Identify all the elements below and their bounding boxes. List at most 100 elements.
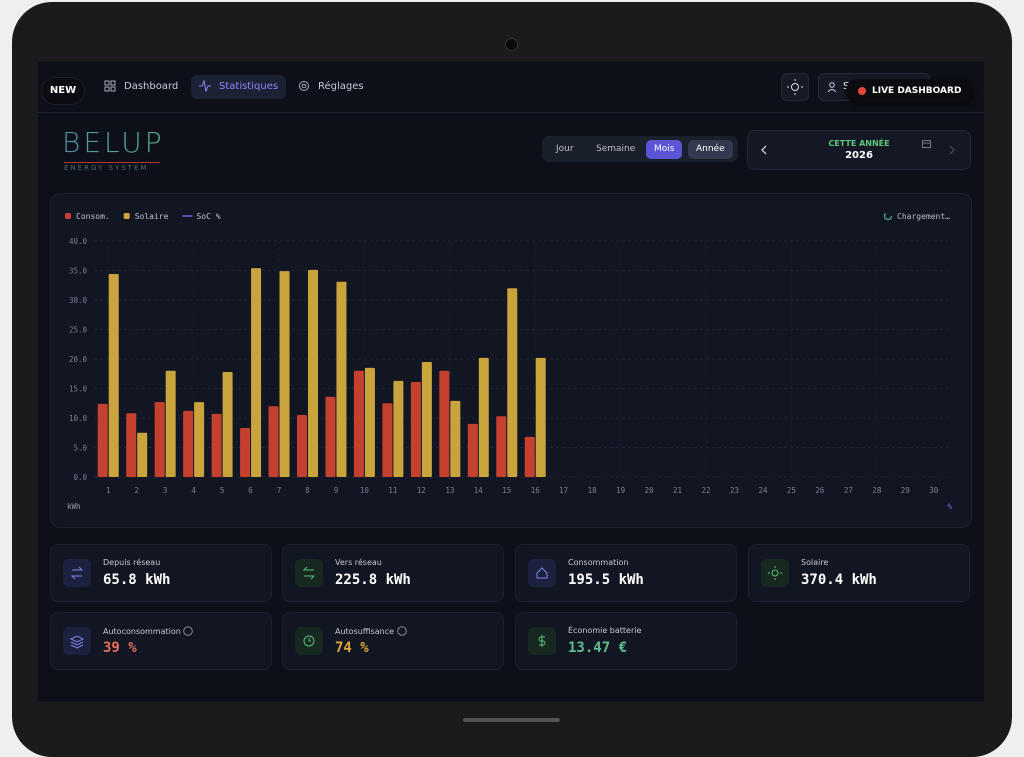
nav-tab[interactable]: Dashboard	[96, 75, 186, 99]
screen: NEW Dashboard Statistiques Réglages S LI…	[38, 62, 984, 702]
bar	[421, 361, 432, 477]
x-tick-label: 9	[334, 486, 339, 495]
bar	[410, 382, 421, 477]
calendar-icon[interactable]	[922, 139, 931, 148]
x-tick-label: 11	[388, 486, 397, 495]
x-tick-label: 13	[445, 486, 454, 495]
next-arrow[interactable]	[948, 145, 956, 155]
x-tick-label: 23	[730, 486, 739, 495]
stat-card: Depuis réseau 65.8 kWh	[50, 544, 272, 602]
logo-tagline: ENERGY SYSTEM	[64, 162, 160, 172]
card-value: 195.5 kWh	[568, 572, 644, 588]
x-tick-label: 26	[815, 486, 825, 495]
bar	[439, 370, 450, 477]
bar	[268, 406, 279, 477]
period-option[interactable]: Année	[688, 140, 733, 159]
bar	[393, 380, 404, 477]
x-tick-label: 1	[106, 486, 111, 495]
stat-card: Autosuffisance 74 %	[282, 612, 504, 670]
bar	[222, 371, 233, 477]
loading-spinner	[883, 211, 893, 221]
tab-icon	[199, 80, 211, 92]
x-tick-label: 15	[502, 486, 511, 495]
bar	[524, 436, 535, 477]
card-value: 74 %	[335, 640, 369, 656]
card-label-text: Autosuffisance	[335, 627, 395, 636]
bar	[467, 423, 478, 477]
card-label: Économie batterie	[568, 626, 642, 635]
card-label: Consommation	[568, 558, 629, 567]
bar	[478, 357, 489, 477]
theme-toggle[interactable]	[781, 73, 809, 101]
bar	[194, 402, 205, 477]
new-badge[interactable]: NEW	[42, 78, 84, 104]
info-icon[interactable]	[183, 626, 194, 636]
period-option[interactable]: Semaine	[596, 144, 636, 154]
bar	[325, 396, 336, 477]
tab-icon	[299, 81, 309, 91]
period-option[interactable]: Jour	[556, 144, 574, 154]
logo: BELUP	[62, 126, 165, 159]
sun-icon	[787, 79, 803, 95]
user-icon	[827, 82, 837, 92]
x-tick-label: 27	[844, 486, 853, 495]
y-tick-label: 25.0	[69, 326, 88, 335]
x-tick-label: 2	[134, 486, 139, 495]
bar	[251, 268, 262, 477]
date-year: 2026	[845, 150, 873, 161]
card-icon	[295, 627, 323, 655]
live-dashboard-badge[interactable]: LIVE DASHBOARD	[846, 79, 974, 103]
stat-card: Économie batterie 13.47 €	[515, 612, 737, 670]
nav-tab[interactable]: Réglages	[290, 75, 372, 99]
bar	[154, 402, 165, 477]
y-tick-label: 20.0	[69, 355, 88, 364]
x-tick-label: 7	[277, 486, 282, 495]
bar	[382, 403, 393, 477]
card-icon	[295, 559, 323, 587]
date-label: CETTE ANNÉE	[828, 139, 890, 148]
y-tick-label: 30.0	[69, 296, 88, 305]
top-nav: NEW Dashboard Statistiques Réglages S LI…	[38, 62, 984, 113]
card-icon	[528, 559, 556, 587]
tab-label: Dashboard	[124, 81, 179, 92]
nav-tab-active[interactable]: Statistiques	[191, 75, 287, 99]
card-value: 65.8 kWh	[103, 572, 171, 588]
card-label-text: Autoconsommation	[103, 627, 181, 636]
stat-card: Vers réseau 225.8 kWh	[282, 544, 504, 602]
bar	[126, 413, 137, 477]
y-tick-label: 35.0	[69, 267, 88, 276]
y-tick-label: 15.0	[69, 385, 88, 394]
x-tick-label: 29	[901, 486, 910, 495]
bar	[240, 428, 251, 477]
legend-swatch	[123, 213, 130, 219]
bar	[507, 288, 518, 477]
period-selector: Jour Semaine Mois Année	[542, 136, 738, 162]
x-tick-label: 28	[872, 486, 882, 495]
y-tick-label: 10.0	[69, 414, 88, 423]
x-tick-label: 14	[474, 486, 484, 495]
bar	[137, 432, 148, 477]
prev-arrow[interactable]	[760, 145, 768, 155]
x-tick-label: 8	[305, 486, 310, 495]
x-tick-label: 21	[673, 486, 682, 495]
card-label: Solaire	[801, 558, 829, 567]
x-tick-label: 4	[191, 486, 196, 495]
camera	[505, 38, 518, 51]
chart-panel: 0.0 5.0 10.0 15.0 20.0 25.0 30.0 35.0 40.0 Consom…	[50, 193, 972, 528]
x-tick-label: 30	[929, 486, 939, 495]
info-icon[interactable]	[396, 626, 407, 636]
tab-icon	[104, 80, 116, 92]
card-value: 370.4 kWh	[801, 572, 877, 588]
stat-card: Autoconsommation 39 %	[50, 612, 272, 670]
chart: 0.0 5.0 10.0 15.0 20.0 25.0 30.0 35.0 40.0 Consom…	[65, 211, 952, 511]
card-label: Depuis réseau	[103, 558, 161, 567]
card-label: Autosuffisance	[335, 626, 407, 636]
tab-label: Réglages	[318, 81, 364, 92]
bar	[211, 413, 222, 477]
y-axis-label: kWh	[67, 502, 81, 511]
period-option-active[interactable]: Mois	[646, 140, 683, 159]
legend-label: Consom.	[76, 212, 110, 221]
tab-label: Statistiques	[219, 81, 279, 92]
card-icon	[761, 559, 789, 587]
x-tick-label: 16	[531, 486, 541, 495]
